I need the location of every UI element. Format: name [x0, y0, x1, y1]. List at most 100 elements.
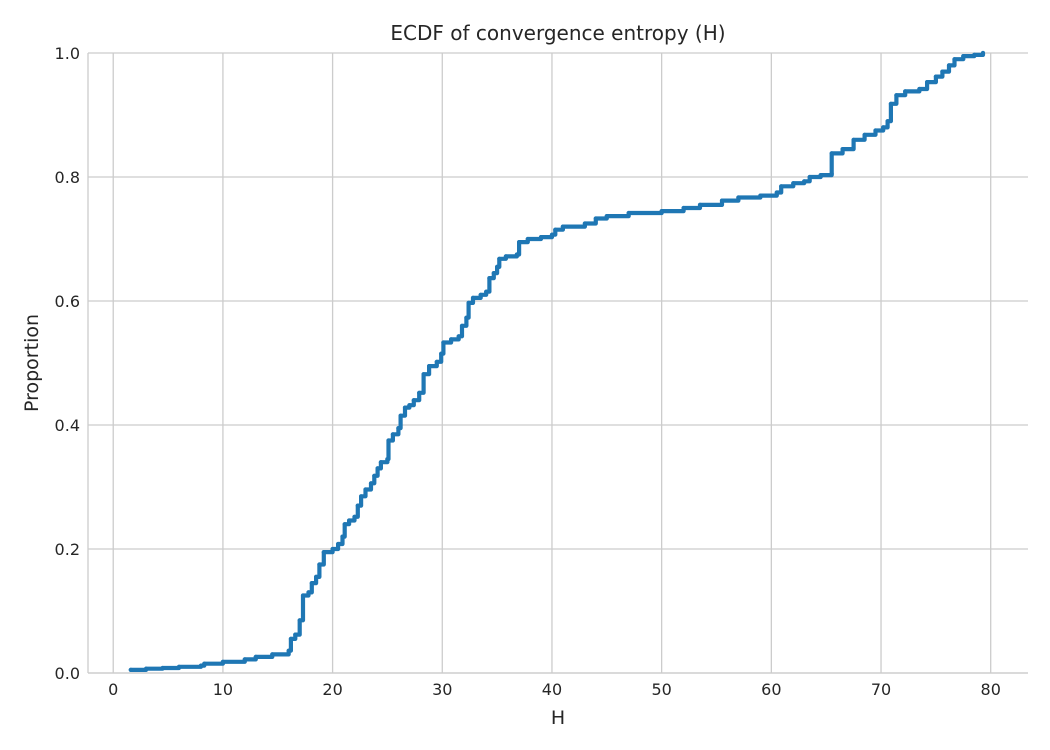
y-axis-label: Proportion — [21, 314, 43, 412]
ecdf-point — [160, 665, 165, 671]
ecdf-point — [791, 181, 796, 186]
ecdf-point — [774, 190, 779, 195]
ecdf-point — [829, 151, 834, 156]
ecdf-point — [398, 413, 403, 418]
ecdf-point — [352, 514, 357, 519]
ecdf-point — [952, 57, 957, 62]
ecdf-point — [297, 618, 302, 623]
x-tick-label: 70 — [871, 680, 891, 699]
x-axis-label: H — [551, 707, 565, 729]
ecdf-point — [198, 663, 204, 668]
y-tick-label: 1.0 — [55, 44, 80, 63]
ecdf-point — [491, 271, 496, 276]
ecdf-point — [840, 147, 845, 152]
ecdf-point — [885, 119, 890, 124]
ecdf-point — [202, 661, 207, 666]
y-tick-label: 0.4 — [55, 416, 80, 435]
ecdf-point — [593, 216, 598, 221]
ecdf-point — [560, 224, 566, 229]
ecdf-point — [427, 364, 432, 369]
ecdf-point — [503, 254, 508, 259]
ecdf-point — [525, 236, 530, 242]
ecdf-point — [321, 550, 326, 555]
x-tick-labels: 0 10 20 30 40 50 60 70 80 — [108, 680, 1001, 699]
ecdf-point — [441, 340, 446, 345]
x-tick-label: 0 — [108, 680, 118, 699]
ecdf-point — [478, 292, 483, 297]
ecdf-point — [851, 137, 856, 142]
ecdf-point — [681, 205, 686, 211]
ecdf-point — [582, 221, 588, 226]
ecdf-point — [514, 252, 520, 257]
ecdf-point — [604, 214, 609, 219]
x-tick-label: 20 — [322, 680, 342, 699]
ecdf-point — [359, 494, 364, 499]
x-tick-label: 40 — [542, 680, 562, 699]
ecdf-point — [342, 522, 347, 527]
chart-title: ECDF of convergence entropy (H) — [390, 21, 725, 45]
ecdf-point — [456, 334, 461, 339]
ecdf-point — [917, 86, 922, 92]
ecdf-point — [807, 174, 812, 180]
ecdf-point — [464, 315, 469, 320]
ecdf-point — [421, 372, 426, 377]
ecdf-point — [386, 438, 391, 443]
x-tick-label: 50 — [651, 680, 671, 699]
ecdf-point — [347, 518, 352, 523]
x-tick-label: 60 — [761, 680, 781, 699]
ecdf-point — [314, 574, 319, 580]
ecdf-point — [144, 666, 149, 671]
ecdf-point — [470, 295, 476, 300]
ecdf-point — [894, 93, 899, 98]
series-layer — [128, 50, 986, 673]
y-tick-label: 0.0 — [55, 664, 80, 683]
ecdf-point — [330, 546, 335, 552]
ecdf-point — [466, 300, 471, 305]
ecdf-point — [407, 403, 412, 408]
ecdf-point — [972, 52, 977, 58]
y-tick-labels: 0.0 0.2 0.4 0.6 0.8 1.0 — [55, 44, 80, 683]
ecdf-point — [818, 173, 823, 178]
ecdf-point — [368, 481, 374, 486]
ecdf-point — [306, 590, 311, 595]
ecdf-point — [293, 632, 298, 637]
ecdf-point — [434, 359, 439, 364]
ecdf-point — [411, 398, 416, 403]
ecdf-point — [940, 69, 945, 74]
ecdf-point — [495, 264, 500, 269]
ecdf-point — [903, 89, 908, 94]
y-tick-label: 0.6 — [55, 292, 80, 311]
ecdf-point — [449, 337, 454, 342]
ecdf-point — [626, 210, 631, 216]
ecdf-point — [862, 132, 867, 137]
ecdf-point — [336, 541, 341, 547]
ecdf-point — [385, 457, 390, 462]
ecdf-point — [517, 240, 522, 245]
x-tick-label: 80 — [981, 680, 1001, 699]
ecdf-point — [933, 74, 939, 79]
ecdf-point — [220, 659, 225, 664]
ecdf-point — [779, 184, 784, 189]
ecdf-point — [288, 636, 293, 642]
ecdf-point — [829, 171, 834, 176]
ecdf-point — [300, 593, 306, 598]
ecdf-point — [396, 426, 401, 431]
axis-spines — [87, 53, 1028, 674]
ecdf-point — [553, 227, 558, 232]
ecdf-point — [128, 667, 133, 673]
ecdf-point — [925, 80, 930, 85]
ecdf-point — [538, 235, 544, 240]
ecdf-point — [402, 405, 408, 410]
y-tick-label: 0.2 — [55, 540, 80, 559]
ecdf-point — [270, 652, 275, 657]
ecdf-point — [459, 323, 465, 328]
ecdf-point — [363, 487, 368, 492]
ecdf-point — [736, 195, 741, 200]
ecdf-point — [946, 63, 952, 68]
ecdf-point — [659, 209, 664, 214]
ecdf-point — [378, 460, 383, 465]
ecdf-point — [340, 534, 345, 539]
ecdf-point — [487, 276, 492, 281]
ecdf-point — [888, 101, 894, 106]
